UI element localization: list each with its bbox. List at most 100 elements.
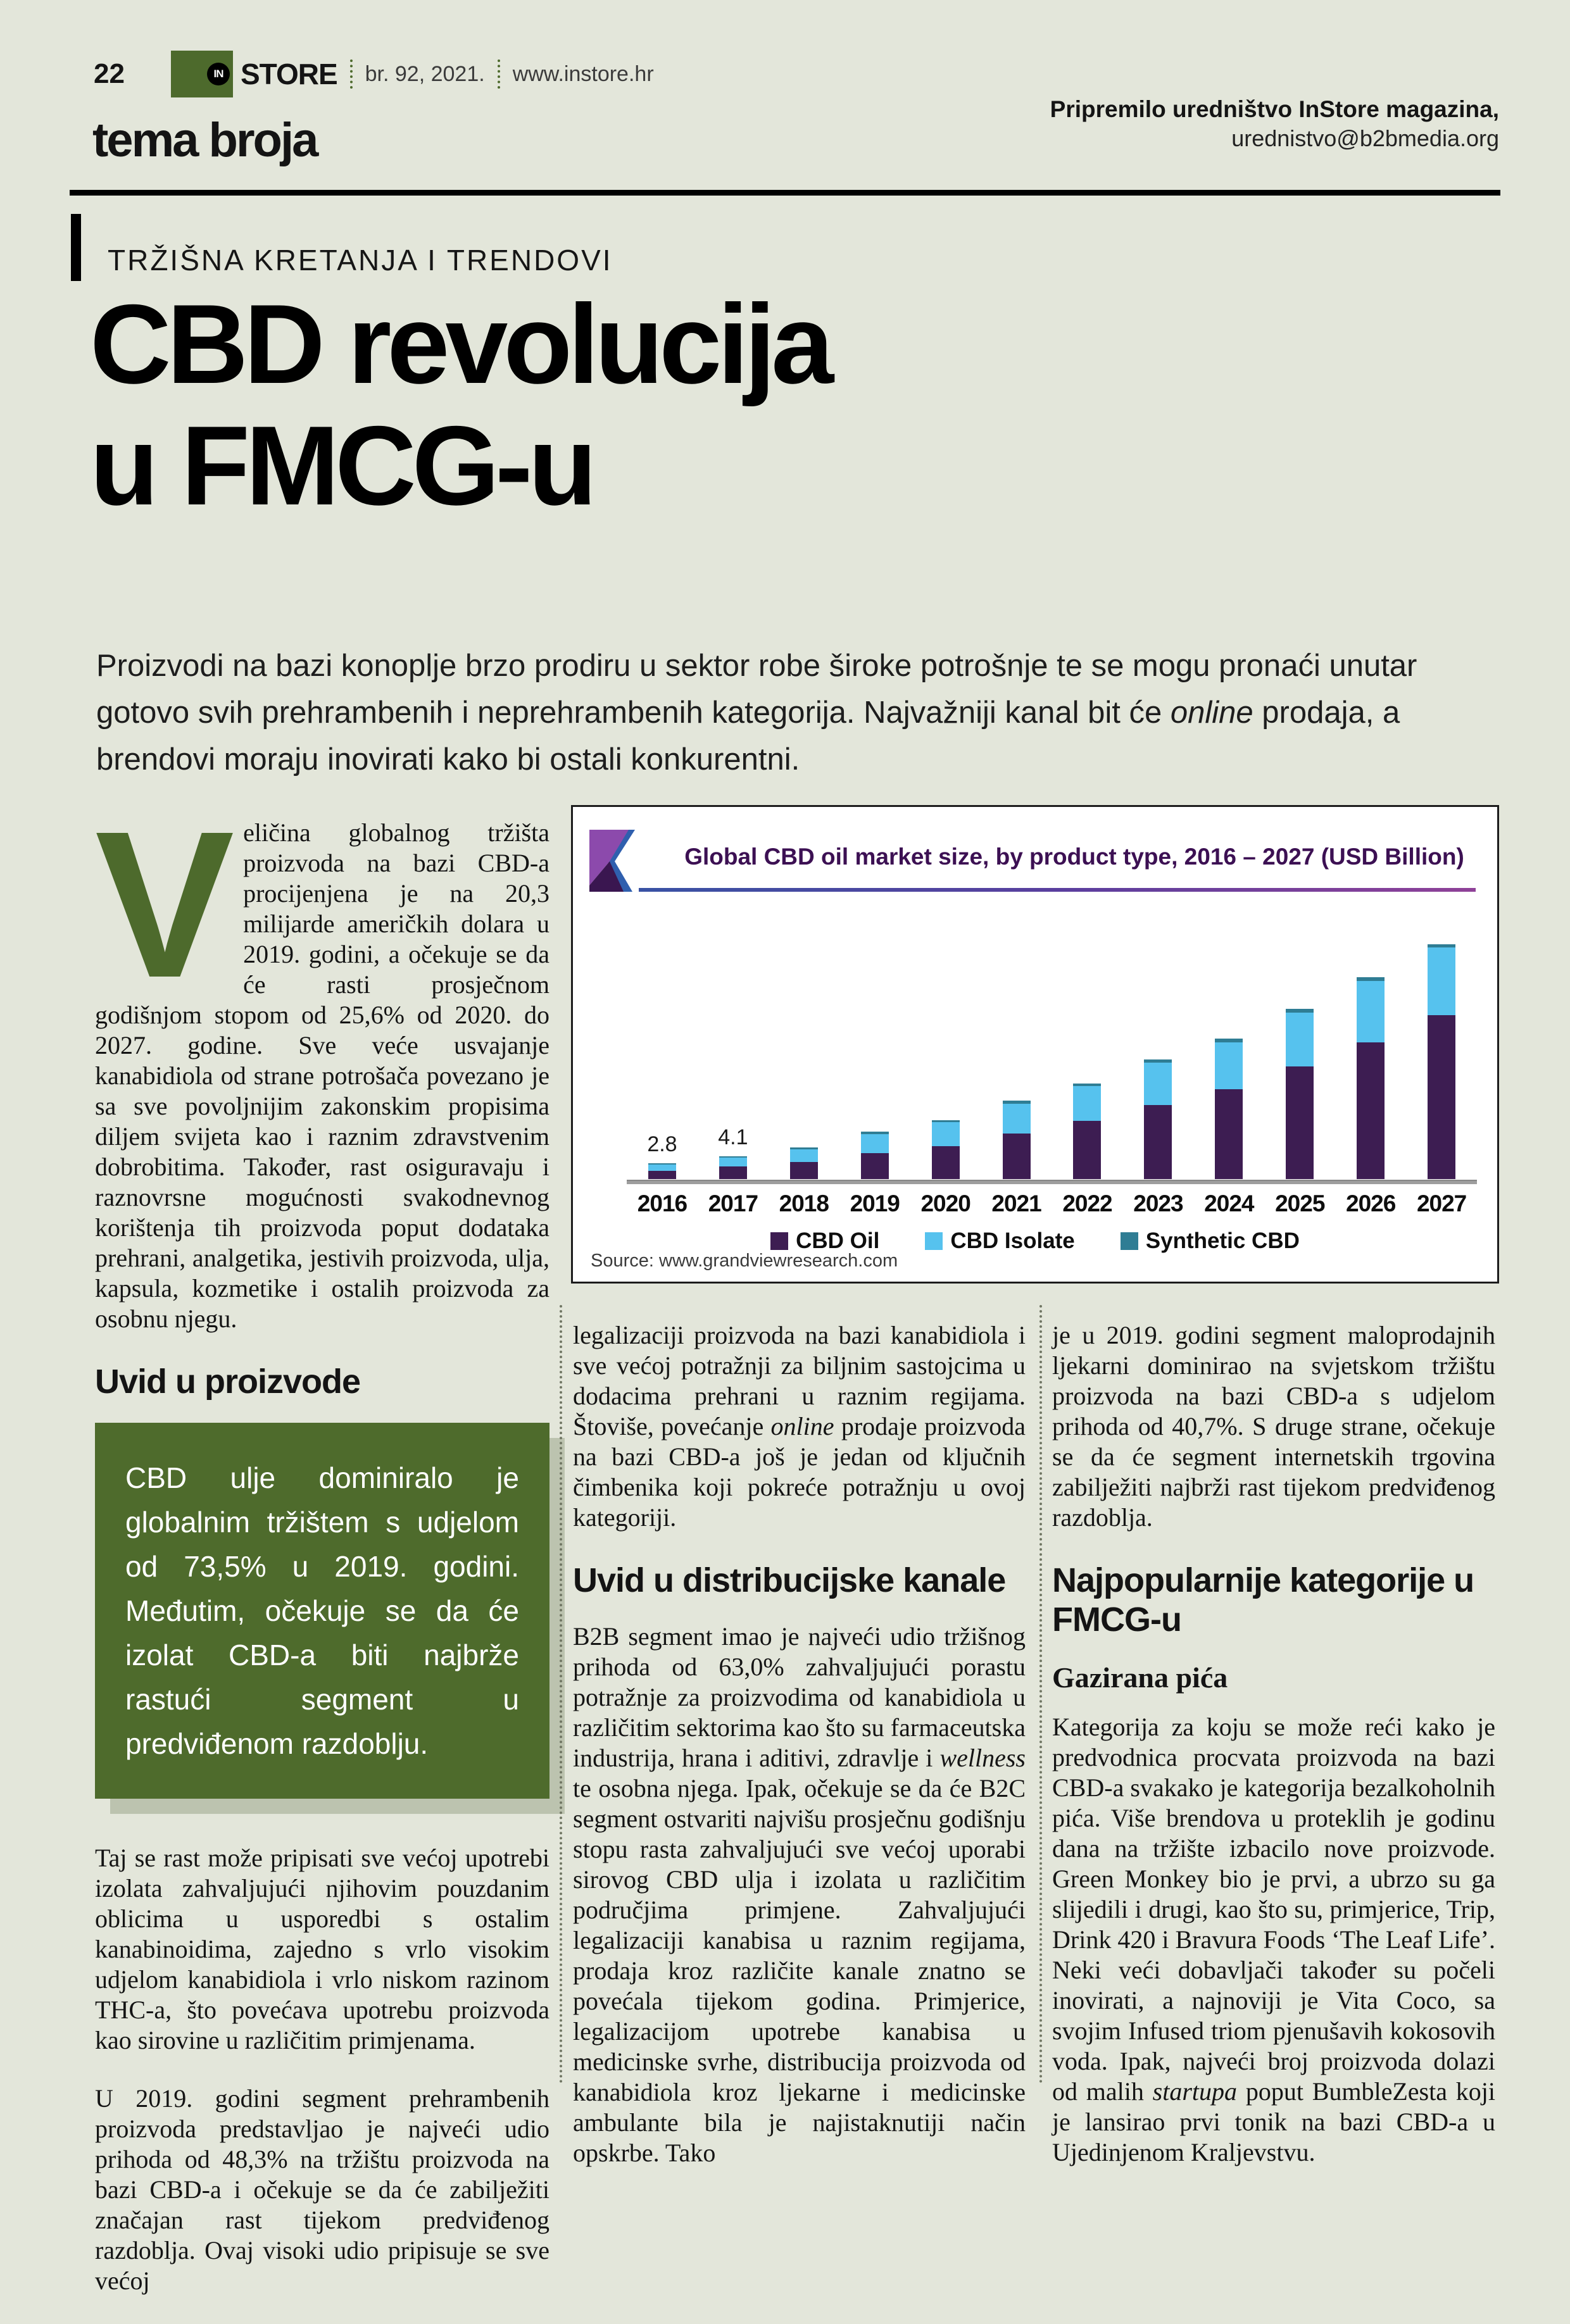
bar-column-2018 — [769, 939, 839, 1179]
subhead-soft-drinks: Gazirana pića — [1052, 1661, 1228, 1694]
column-3: je u 2019. godini segment maloprodajnih … — [1052, 1320, 1495, 2196]
bar-segment-cbd-oil — [719, 1166, 747, 1179]
bar-segment-cbd-oil — [931, 1146, 960, 1179]
bar-segment-cbd-oil — [1144, 1104, 1172, 1179]
bar-column-2017: 4.1 — [698, 939, 769, 1179]
credit-block: Pripremilo uredništvo InStore magazina, … — [1050, 95, 1499, 153]
x-tick-label: 2026 — [1346, 1190, 1396, 1216]
bar-segment-cbd-oil — [1428, 1015, 1456, 1179]
paragraph: Kategorija za koju se može reći kako je … — [1052, 1713, 1496, 2166]
bar-stack — [1428, 944, 1456, 1179]
bar-value-label: 4.1 — [718, 1125, 748, 1149]
chart-title: Global CBD oil market size, by product t… — [684, 844, 1464, 870]
bar-segment-synthetic-cbd — [1428, 944, 1456, 948]
headline-line-2: u FMCG-u — [90, 403, 597, 528]
bar-segment-synthetic-cbd — [1357, 977, 1385, 981]
chart-plot: 2.8 4.1 — [627, 939, 1477, 1179]
bar-segment-synthetic-cbd — [931, 1120, 960, 1123]
column-divider — [560, 1305, 562, 2083]
bar-segment-cbd-isolate — [1002, 1103, 1031, 1134]
credit-email: urednistvo@b2bmedia.org — [1231, 125, 1499, 151]
bar-column-2016: 2.8 — [627, 939, 698, 1179]
bar-stack — [789, 1147, 818, 1179]
dropcap: V — [95, 787, 234, 1021]
bar-segment-cbd-isolate — [1357, 980, 1385, 1042]
bar-segment-cbd-isolate — [931, 1122, 960, 1146]
bar-segment-cbd-isolate — [789, 1149, 818, 1163]
bar-stack — [931, 1120, 960, 1179]
bar-segment-cbd-oil — [1002, 1133, 1031, 1179]
x-tick-label: 2022 — [1062, 1190, 1112, 1216]
bar-segment-cbd-oil — [1357, 1042, 1385, 1179]
bar-segment-synthetic-cbd — [1073, 1083, 1102, 1087]
magazine-page: { "theme": { "page_background": "#e3e6da… — [70, 51, 1500, 2295]
legend-label: CBD Oil — [796, 1228, 880, 1253]
legend-item: CBD Isolate — [925, 1228, 1075, 1254]
x-tick-label: 2021 — [991, 1190, 1041, 1216]
bar-column-2021 — [981, 939, 1052, 1179]
bar-segment-cbd-isolate — [648, 1164, 676, 1171]
x-tick-label: 2023 — [1133, 1190, 1183, 1216]
header-dotted-divider — [497, 59, 500, 89]
bar-stack — [1073, 1083, 1102, 1179]
legend-swatch-icon — [770, 1232, 789, 1250]
bar-segment-synthetic-cbd — [648, 1163, 676, 1165]
paragraph: B2B segment imao je najveći udio tržišno… — [573, 1622, 1026, 2167]
bar-column-2027 — [1406, 939, 1477, 1179]
website-url: www.instore.hr — [512, 61, 654, 86]
lede: Proizvodi na bazi konoplje brzo prodiru … — [96, 649, 1417, 777]
issue-number: br. 92, 2021. — [365, 61, 485, 86]
x-tick-label: 2017 — [708, 1190, 758, 1216]
bar-column-2023 — [1122, 939, 1193, 1179]
bar-segment-cbd-isolate — [1144, 1062, 1172, 1105]
bar-segment-synthetic-cbd — [719, 1156, 747, 1158]
grandview-logo-icon — [589, 830, 635, 892]
bar-segment-synthetic-cbd — [1144, 1059, 1172, 1063]
x-tick-label: 2018 — [779, 1190, 829, 1216]
bar-segment-cbd-oil — [789, 1162, 818, 1179]
paragraph: U 2019. godini segment prehrambenih proi… — [95, 2084, 550, 2295]
legend-label: CBD Isolate — [950, 1228, 1075, 1253]
legend-item: Synthetic CBD — [1120, 1228, 1300, 1254]
legend-swatch-icon — [925, 1232, 943, 1250]
subhead-categories: Najpopularnije kategorije u FMCG-u — [1052, 1561, 1474, 1639]
credit-line-1: Pripremilo uredništvo InStore magazina, — [1050, 96, 1499, 122]
chart-legend: CBD Oil CBD Isolate Synthetic CBD — [573, 1228, 1497, 1254]
bar-column-2022 — [1052, 939, 1123, 1179]
paragraph: Taj se rast može pripisati sve većoj upo… — [95, 1844, 550, 2054]
x-tick-label: 2016 — [637, 1190, 688, 1216]
paragraph: je u 2019. godini segment maloprodajnih … — [1052, 1321, 1495, 1532]
x-tick-label: 2024 — [1204, 1190, 1254, 1216]
x-tick-label: 2019 — [850, 1190, 900, 1216]
bar-segment-cbd-isolate — [1215, 1042, 1243, 1089]
bar-segment-synthetic-cbd — [1215, 1039, 1243, 1042]
page-number: 22 — [94, 58, 125, 89]
bar-segment-cbd-oil — [1073, 1121, 1102, 1179]
bar-stack — [648, 1163, 676, 1179]
bar-column-2025 — [1264, 939, 1335, 1179]
bar-segment-cbd-oil — [860, 1153, 889, 1179]
callout-box: CBD ulje dominiralo je globalnim tržište… — [95, 1423, 550, 1799]
legend-label: Synthetic CBD — [1145, 1228, 1300, 1253]
bar-segment-cbd-isolate — [1428, 947, 1456, 1016]
chart-x-labels: 2016 2017 2018 2019 2020 2021 2022 2023 2024 2025… — [627, 1190, 1477, 1217]
header-rule — [70, 190, 1500, 196]
bar-column-2024 — [1193, 939, 1264, 1179]
bar-stack — [1002, 1101, 1031, 1179]
headline-line-1: CBD revolucija — [90, 281, 834, 407]
bar-segment-cbd-isolate — [719, 1158, 747, 1167]
bar-stack — [860, 1132, 889, 1179]
column-divider — [1039, 1305, 1042, 2083]
headline: CBD revolucija u FMCG-u — [90, 281, 834, 528]
section-title: tema broja — [92, 113, 318, 167]
legend-swatch-icon — [1120, 1232, 1138, 1250]
chart-title-rule — [639, 888, 1476, 892]
bar-segment-cbd-isolate — [1073, 1086, 1102, 1121]
kicker: TRŽIŠNA KRETANJA I TRENDOVI — [108, 244, 613, 277]
x-tick-label: 2020 — [920, 1190, 970, 1216]
bar-segment-synthetic-cbd — [789, 1147, 818, 1149]
bar-segment-synthetic-cbd — [1002, 1101, 1031, 1104]
bar-column-2026 — [1335, 939, 1406, 1179]
bar-segment-cbd-isolate — [1286, 1012, 1314, 1066]
